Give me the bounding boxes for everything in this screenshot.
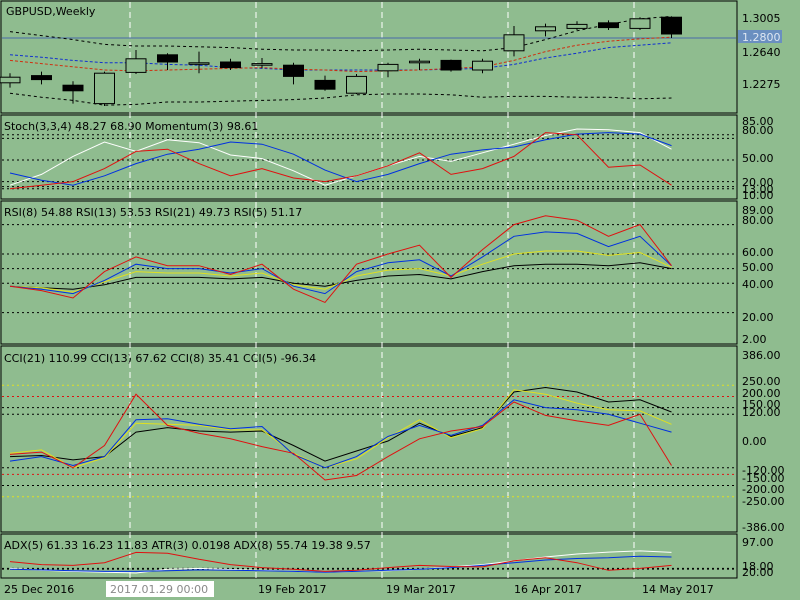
time-label-6: 14 May 2017: [642, 583, 714, 596]
candle-body-7: [220, 61, 241, 69]
time-label-5: 16 Apr 2017: [514, 583, 582, 596]
cci-tick-11: -386.00: [742, 521, 784, 534]
price-scale: 1.3005 1.2640 1.2275 1.2800: [738, 12, 782, 91]
price-tick-1: 1.3005: [742, 12, 781, 25]
adx-red-line: [9, 551, 672, 572]
price-tick-3: 1.2275: [742, 78, 781, 91]
ma-red-line: [9, 36, 672, 73]
cci-blue-line: [9, 399, 672, 469]
candle-body-15: [472, 60, 493, 71]
adx-tick-3: 20.00: [742, 566, 774, 579]
candle-body-1: [31, 75, 52, 81]
cci-tick-9: -200.00: [742, 483, 784, 496]
rsi-label: RSI(8) 54.88 RSI(13) 53.53 RSI(21) 49.73…: [4, 206, 302, 219]
time-label-4: 19 Mar 2017: [386, 583, 456, 596]
candle-body-2: [62, 84, 84, 92]
current-price-marker: [738, 30, 782, 43]
stoch-panel-frame: [0, 114, 738, 200]
stoch-tick-5: 13.00: [742, 183, 774, 196]
candle-body-16: [503, 34, 525, 52]
rsi-red-line: [9, 215, 672, 304]
main-panel[interactable]: GBPUSD,Weekly: [0, 0, 738, 114]
rsi-tick-6: 20.00: [742, 311, 774, 324]
rsi-tick-2: 80.00: [742, 214, 774, 227]
envelope-lower-line: [9, 92, 672, 106]
price-tick-2: 1.2640: [742, 46, 781, 59]
stoch-red-line: [9, 132, 672, 190]
cci-tick-5: 120.00: [742, 406, 781, 419]
adx-blue-line: [9, 555, 672, 573]
stoch-scale: 85.00 80.00 50.00 20.00 13.00 10.00: [742, 115, 774, 202]
candle-body-20: [629, 18, 651, 29]
candle-body-8: [251, 63, 273, 66]
cci-black-line: [9, 386, 672, 462]
rsi-tick-3: 60.00: [742, 246, 774, 259]
candle-body-11: [346, 75, 367, 94]
candle-body-21: [661, 16, 682, 35]
candle-body-6: [188, 62, 210, 65]
cci-tick-1: 386.00: [742, 349, 781, 362]
stoch-tick-4: 20.00: [742, 176, 774, 189]
stoch-tick-3: 50.00: [742, 152, 774, 165]
cci-panel[interactable]: CCI(21) 110.99 CCI(13) 67.62 CCI(8) 35.4…: [0, 345, 738, 533]
cci-tick-3: 200.00: [742, 387, 781, 400]
adx-label: ADX(5) 61.33 16.23 11.83 ATR(3) 0.0198 A…: [4, 539, 371, 552]
cci-scale: 386.00 250.00 200.00 150.00 120.00 0.00 …: [742, 349, 784, 534]
stoch-label: Stoch(3,3,4) 48.27 68.90 Momentum(3) 98.…: [4, 120, 258, 133]
rsi-panel-frame: [0, 200, 738, 345]
symbol-title: GBPUSD,Weekly: [6, 5, 96, 18]
cci-tick-8: -150.00: [742, 472, 784, 485]
candle-body-9: [283, 64, 304, 77]
rsi-tick-1: 89.00: [742, 204, 774, 217]
stoch-white-line: [9, 128, 672, 186]
stoch-blue-line: [9, 132, 672, 186]
cci-tick-6: 0.00: [742, 435, 767, 448]
adx-scale: 97.00 18.00 20.00: [742, 536, 774, 579]
adx-tick-2: 18.00: [742, 560, 774, 573]
adx-tick-1: 97.00: [742, 536, 774, 549]
time-axis: 25 Dec 2016 2017.01.29 00:00 19 Feb 2017…: [4, 581, 714, 597]
stoch-tick-6: 10.00: [742, 189, 774, 202]
cci-tick-2: 250.00: [742, 375, 781, 388]
main-panel-frame: [0, 0, 738, 114]
crosshair-time-marker: [106, 581, 214, 597]
candle-body-0: [0, 76, 21, 84]
candle-body-12: [377, 63, 399, 72]
candle-body-19: [598, 22, 619, 29]
chart-marks: [0, 15, 736, 574]
current-price-label: 1.2800: [742, 31, 781, 44]
stoch-tick-1: 85.00: [742, 115, 774, 128]
rsi-scale: 89.00 80.00 60.00 50.00 40.00 20.00 2.00: [742, 204, 774, 346]
candle-body-13: [409, 60, 430, 64]
cci-label: CCI(21) 110.99 CCI(13) 67.62 CCI(8) 35.4…: [4, 352, 316, 365]
rsi-panel[interactable]: RSI(8) 54.88 RSI(13) 53.53 RSI(21) 49.73…: [0, 200, 738, 345]
cci-tick-7: -120.00: [742, 464, 784, 477]
cci-red-line: [9, 393, 672, 481]
adx-panel[interactable]: ADX(5) 61.33 16.23 11.83 ATR(3) 0.0198 A…: [0, 533, 738, 579]
envelope-upper-line: [9, 15, 672, 52]
candle-body-10: [314, 79, 336, 90]
cci-yellow-line: [9, 389, 672, 469]
rsi-tick-4: 50.00: [742, 261, 774, 274]
cci-panel-frame: [0, 345, 738, 533]
candle-body-14: [440, 59, 462, 71]
time-label-3: 19 Feb 2017: [258, 583, 326, 596]
stoch-tick-2: 80.00: [742, 124, 774, 137]
adx-panel-frame: [0, 533, 738, 579]
cci-tick-4: 150.00: [742, 398, 781, 411]
ma-blue-line: [9, 42, 672, 71]
candle-body-5: [157, 54, 178, 63]
candle-body-3: [94, 72, 115, 105]
rsi-tick-5: 40.00: [742, 278, 774, 291]
candle-body-4: [125, 58, 147, 73]
candle-body-18: [566, 23, 588, 29]
cci-tick-10: -250.00: [742, 495, 784, 508]
rsi-tick-7: 2.00: [742, 333, 767, 346]
time-label-1: 25 Dec 2016: [4, 583, 74, 596]
time-label-2: 2017.01.29 00:00: [110, 583, 208, 596]
candle-body-17: [535, 26, 556, 32]
stoch-panel[interactable]: Stoch(3,3,4) 48.27 68.90 Momentum(3) 98.…: [0, 114, 738, 200]
